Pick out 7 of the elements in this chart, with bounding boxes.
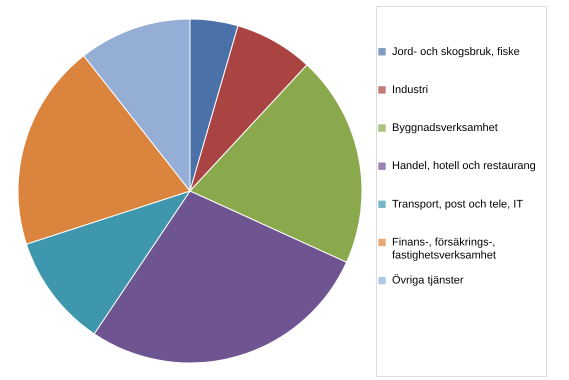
legend-label: Transport, post och tele, IT xyxy=(392,198,524,210)
legend-label: Övriga tjänster xyxy=(392,274,464,287)
legend-label: Finans-, försäkrings-, fastighetsverksamhet xyxy=(392,236,496,262)
legend-label: Byggnadsverksamhet xyxy=(392,122,498,134)
legend-label: Handel, hotell och restaurang xyxy=(392,160,536,172)
legend-label: Jord- och skogsbruk, fiske xyxy=(392,46,520,58)
legend-label: Industri xyxy=(392,84,428,96)
